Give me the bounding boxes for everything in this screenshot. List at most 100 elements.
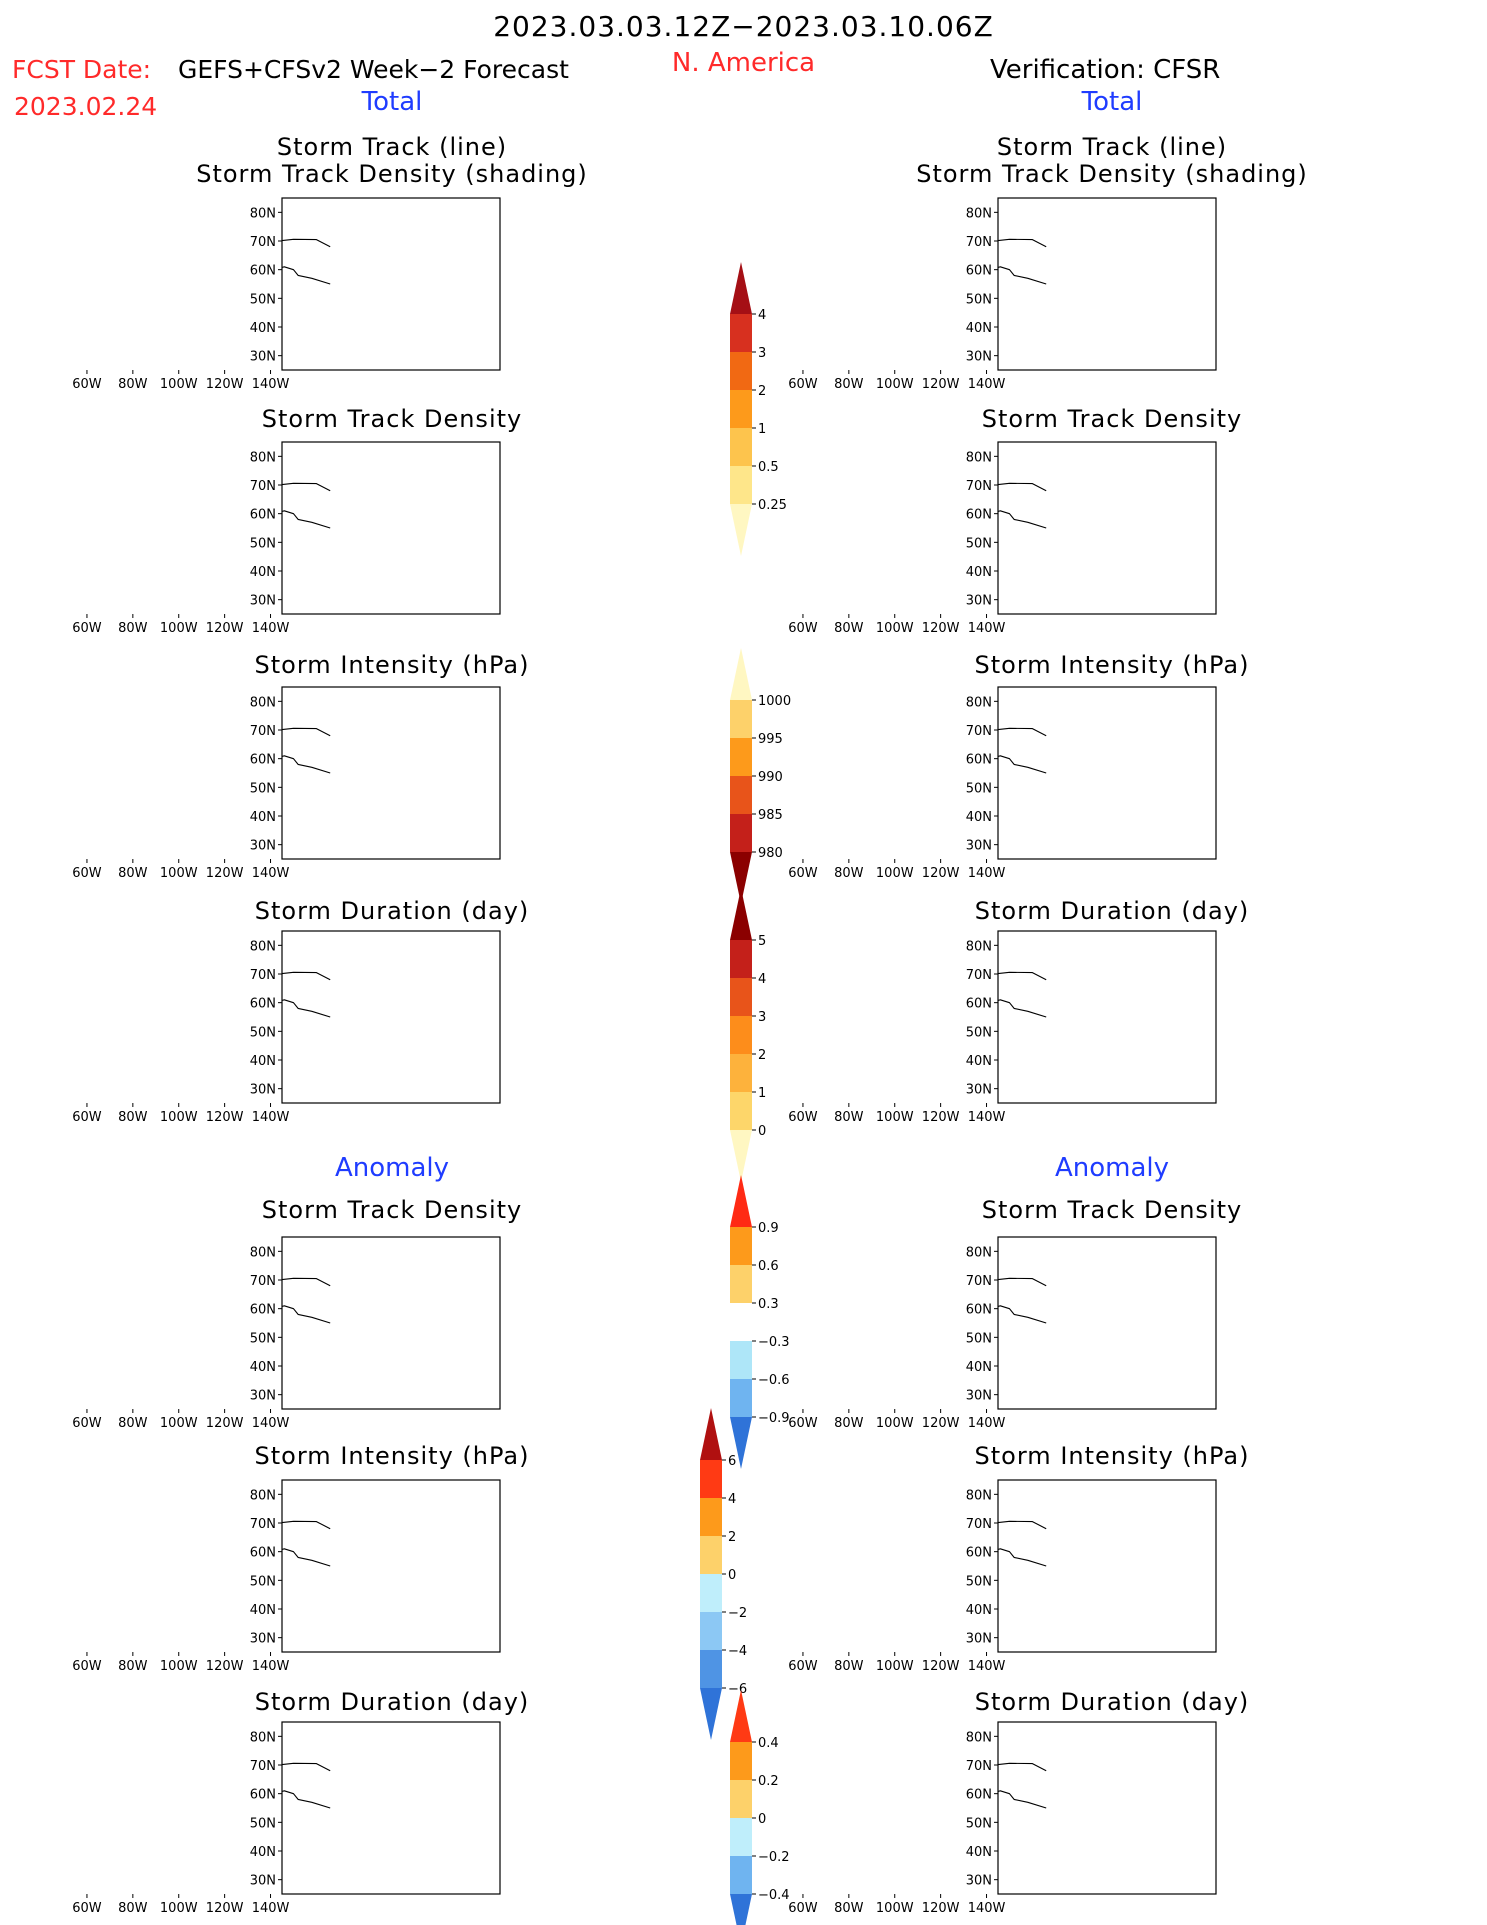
border-line	[150, 308, 160, 322]
colorbar-segment	[700, 1650, 722, 1688]
lat-label: 80N	[250, 206, 276, 221]
lon-label: 140W	[968, 1659, 1006, 1674]
lon-label: 60W	[788, 621, 818, 636]
storm-track	[48, 324, 227, 338]
border-line	[137, 1604, 144, 1614]
lat-label: 80N	[966, 1730, 992, 1745]
border-line	[186, 1069, 194, 1083]
border-line	[853, 1846, 860, 1856]
map-background	[282, 1722, 500, 1894]
border-line	[845, 585, 858, 589]
border-line	[819, 301, 952, 321]
coastline	[71, 727, 331, 796]
coastline	[282, 971, 331, 1018]
map-background	[998, 687, 1216, 859]
map-frame	[281, 1236, 501, 1410]
lon-label: 60W	[788, 1416, 818, 1431]
lat-label: 60N	[250, 1303, 276, 1318]
border-line	[123, 810, 134, 817]
border-line	[850, 1852, 858, 1861]
colorbar-segment	[730, 738, 752, 776]
lat-label: 70N	[966, 235, 992, 250]
island-outline	[0, 1729, 110, 1794]
border-line	[173, 1630, 218, 1649]
colorbar-top-arrow	[730, 1175, 752, 1227]
lat-label: 50N	[966, 292, 992, 307]
map-duration_fcst: 80N 70N 60N 50N 40N 30N 140W 120W 100W 80W 60W	[72, 930, 501, 1125]
lat-label: 40N	[966, 1054, 992, 1069]
colorbar-segment	[730, 776, 752, 814]
lon-label: 140W	[968, 1110, 1006, 1125]
map-density_obs: 80N 70N 60N 50N 40N 30N 140W 120W 100W 80W 60W	[788, 441, 1217, 636]
lat-label: 30N	[966, 1874, 992, 1889]
lat-label: 70N	[250, 235, 276, 250]
lat-label: 30N	[966, 1389, 992, 1404]
border-line	[866, 1602, 868, 1624]
border-line	[150, 1041, 160, 1055]
lat-label: 80N	[250, 1488, 276, 1503]
lat-label: 50N	[966, 1331, 992, 1346]
border-line	[884, 568, 904, 571]
border-line	[882, 1619, 895, 1627]
border-line	[902, 1618, 910, 1632]
border-line	[168, 1057, 188, 1060]
border-line	[845, 830, 858, 834]
border-line	[928, 1845, 940, 1865]
map-intensity_obs: 80N 70N 60N 50N 40N 30N 140W 120W 100W 80W 60W	[788, 686, 1217, 881]
border-line	[866, 564, 868, 586]
lon-label: 60W	[72, 377, 102, 392]
border-line	[876, 1871, 882, 1877]
border-line	[160, 1080, 166, 1086]
colorbar-segment	[730, 700, 752, 738]
lon-label: 140W	[968, 866, 1006, 881]
border-line	[144, 1380, 150, 1392]
border-line	[129, 1865, 142, 1869]
colorbar-segment	[730, 1379, 752, 1417]
state-borders	[103, 790, 236, 856]
border-line	[173, 592, 218, 611]
border-line	[173, 348, 218, 367]
colorbar-bottom-arrow	[730, 1417, 752, 1469]
panel-title-right-3: Storm Intensity (hPa)	[974, 651, 1250, 679]
lon-label: 80W	[118, 621, 148, 636]
map-background	[998, 1237, 1216, 1409]
island-outline	[0, 205, 110, 270]
lat-label: 50N	[966, 1025, 992, 1040]
lon-label: 100W	[876, 1416, 914, 1431]
border-line	[887, 554, 920, 557]
border-line	[157, 318, 169, 319]
coastline	[282, 1277, 331, 1324]
border-line	[168, 813, 188, 816]
border-line	[829, 313, 830, 322]
border-line	[874, 1618, 882, 1630]
state-borders	[819, 790, 952, 856]
border-line	[866, 1844, 868, 1866]
lon-label: 120W	[922, 1416, 960, 1431]
border-line	[860, 1380, 866, 1392]
border-line	[150, 1590, 160, 1604]
island-outline	[808, 1754, 868, 1783]
border-line	[873, 1600, 885, 1601]
border-line	[171, 1349, 204, 1352]
island-outline	[71, 783, 85, 796]
lon-label: 100W	[876, 621, 914, 636]
lon-label: 60W	[788, 377, 818, 392]
lon-label: 100W	[876, 866, 914, 881]
island-outline	[906, 1742, 952, 1761]
border-line	[129, 830, 142, 834]
border-line	[166, 1848, 183, 1860]
border-line	[876, 1386, 882, 1392]
map-background	[998, 442, 1216, 614]
lat-label: 80N	[250, 450, 276, 465]
border-line	[889, 1387, 934, 1406]
lat-label: 70N	[966, 724, 992, 739]
map-track_lines: 80N 70N 60N 50N 40N 30N 140W 120W 100W 80W 60W	[72, 197, 501, 392]
border-line	[887, 1834, 920, 1837]
colorbar-label: 1	[758, 1086, 766, 1101]
border-line	[166, 1057, 183, 1069]
border-line	[928, 565, 940, 585]
border-line	[884, 1057, 904, 1060]
lat-label: 70N	[966, 1274, 992, 1289]
border-line	[845, 1623, 858, 1627]
lat-label: 40N	[966, 810, 992, 825]
